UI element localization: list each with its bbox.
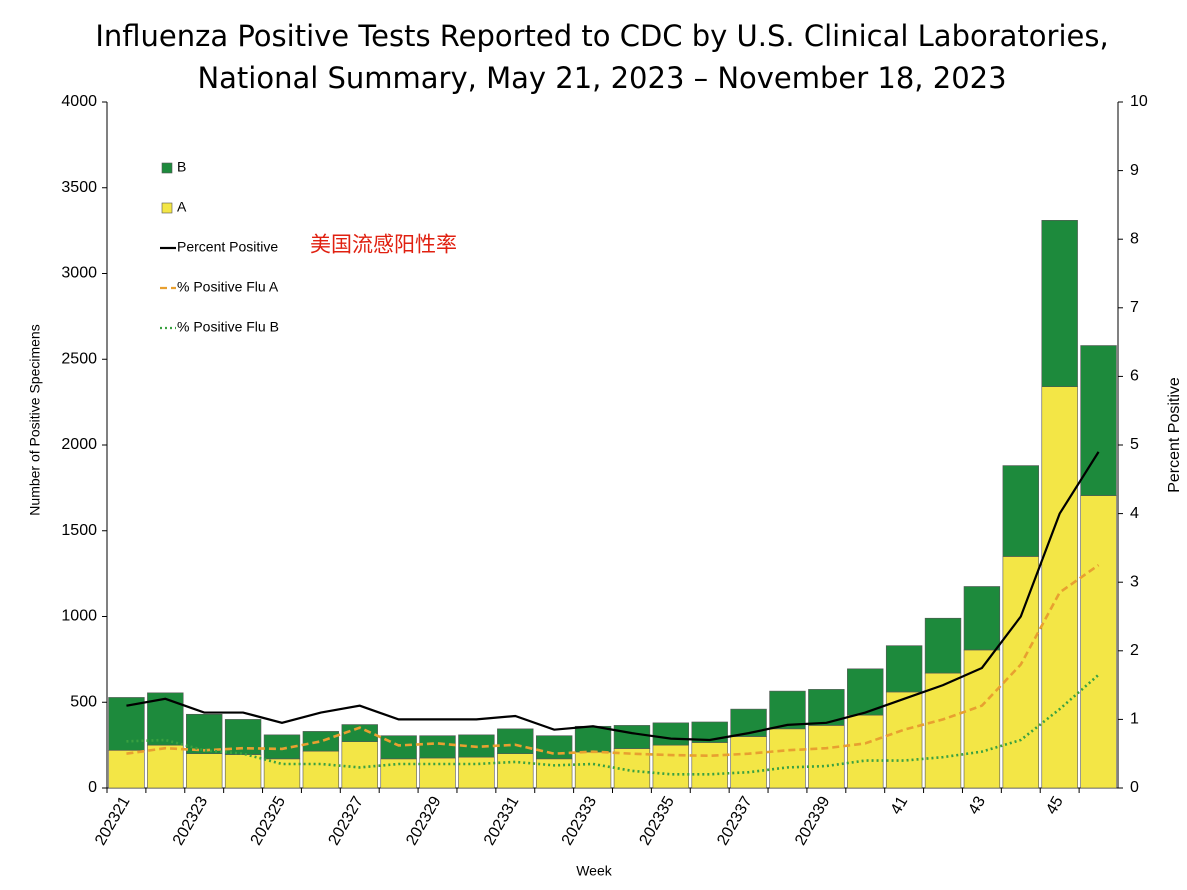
y2-tick-label: 10 xyxy=(1130,93,1148,110)
bar xyxy=(341,724,378,742)
bar xyxy=(730,736,767,789)
x-tick-label: 202327 xyxy=(325,794,366,849)
line xyxy=(126,451,1100,742)
bar xyxy=(1041,386,1078,789)
bar xyxy=(302,731,340,752)
bar xyxy=(1002,556,1039,789)
x-tick-label: 202335 xyxy=(637,794,678,849)
bar xyxy=(885,645,923,693)
bar xyxy=(885,691,923,789)
bar xyxy=(613,725,651,749)
bar xyxy=(963,586,1001,651)
bar xyxy=(341,741,378,789)
y2-axis-label: Percent Positive xyxy=(1166,377,1183,493)
legend-label: B xyxy=(177,159,186,175)
legend-label: % Positive Flu A xyxy=(177,279,279,295)
x-tick-label: 202321 xyxy=(92,794,133,849)
x-tick-label: 202325 xyxy=(248,794,289,849)
bar xyxy=(847,714,884,789)
line xyxy=(126,673,1100,776)
x-tick-label: 202323 xyxy=(170,794,211,849)
x-tick-label: 202329 xyxy=(403,794,444,849)
y-tick-label: 3000 xyxy=(61,265,97,282)
bar xyxy=(1041,220,1078,387)
y2-tick-label: 1 xyxy=(1130,711,1139,728)
bar xyxy=(224,754,262,789)
bar xyxy=(108,749,145,789)
bar xyxy=(769,690,806,730)
y2-tick-label: 4 xyxy=(1130,505,1139,522)
bar xyxy=(730,708,767,737)
legend-label: A xyxy=(177,199,187,215)
bar xyxy=(924,617,962,674)
bar xyxy=(652,722,690,746)
legend-label: Percent Positive xyxy=(177,239,278,255)
bar xyxy=(769,728,806,789)
bar xyxy=(535,758,573,789)
x-tick-label: 45 xyxy=(1043,794,1067,818)
y-tick-label: 1500 xyxy=(61,522,97,539)
legend-swatch xyxy=(161,202,173,214)
x-axis-label: Week xyxy=(576,863,613,879)
bar xyxy=(613,748,651,789)
x-tick-label: 41 xyxy=(888,794,912,818)
bar xyxy=(691,742,728,789)
bar xyxy=(186,753,223,789)
y-tick-label: 0 xyxy=(88,779,97,796)
y2-tick-label: 2 xyxy=(1130,642,1139,659)
y-tick-label: 2500 xyxy=(61,350,97,367)
bar xyxy=(147,744,184,789)
y-tick-label: 500 xyxy=(70,693,97,710)
x-tick-label: 43 xyxy=(965,794,989,818)
bar xyxy=(497,753,534,789)
bar xyxy=(1002,465,1039,557)
x-tick-label: 202333 xyxy=(559,794,600,849)
y-axis-label: Number of Positive Specimens xyxy=(27,324,43,515)
y2-tick-label: 6 xyxy=(1130,368,1139,385)
annotation: 美国流感阳性率 xyxy=(310,234,457,257)
bar xyxy=(574,725,612,753)
bar xyxy=(419,735,456,759)
chart-title: Influenza Positive Tests Reported to CDC… xyxy=(95,19,1108,53)
x-tick-label: 202339 xyxy=(792,794,833,849)
bar xyxy=(1080,495,1117,789)
bar xyxy=(963,649,1001,789)
legend-label: % Positive Flu B xyxy=(177,319,279,335)
y2-tick-label: 8 xyxy=(1130,230,1139,247)
bar xyxy=(574,751,612,789)
y2-tick-label: 5 xyxy=(1130,436,1139,453)
bar xyxy=(302,750,340,789)
y2-tick-label: 3 xyxy=(1130,573,1139,590)
bar xyxy=(924,672,962,789)
chart-title: National Summary, May 21, 2023 – Novembe… xyxy=(197,61,1006,95)
bar xyxy=(808,725,845,789)
y-tick-label: 2000 xyxy=(61,436,97,453)
x-tick-label: 202337 xyxy=(714,794,755,849)
bar xyxy=(535,735,573,760)
bar xyxy=(458,756,495,789)
y-tick-label: 1000 xyxy=(61,608,97,625)
bar xyxy=(497,728,534,755)
legend-swatch xyxy=(161,162,173,174)
bar xyxy=(419,757,456,789)
y-tick-label: 3500 xyxy=(61,179,97,196)
y-tick-label: 4000 xyxy=(61,93,97,110)
x-tick-label: 202331 xyxy=(481,794,522,849)
y2-tick-label: 9 xyxy=(1130,162,1139,179)
y2-tick-label: 7 xyxy=(1130,299,1139,316)
y2-tick-label: 0 xyxy=(1130,779,1139,796)
bar xyxy=(652,744,690,789)
